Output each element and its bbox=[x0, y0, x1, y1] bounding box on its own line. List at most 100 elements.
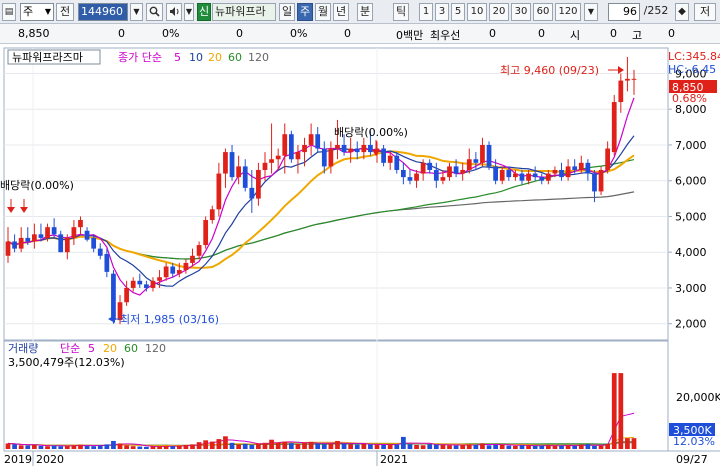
volume-bar bbox=[400, 436, 406, 449]
chart-area[interactable]: 9,000 8,000 7,000 6,000 5,000 4,000 3,000 2,000… bbox=[0, 44, 720, 467]
candle-body bbox=[163, 266, 169, 278]
period-day-tab[interactable]: 일 bbox=[279, 3, 295, 21]
stock-code-value: 144960 bbox=[81, 5, 123, 18]
period-minute-tab[interactable]: 분 bbox=[357, 3, 373, 21]
volume-bar bbox=[453, 445, 459, 449]
display-count-value: 96 bbox=[623, 5, 637, 18]
period-week-tab[interactable]: 주 bbox=[297, 3, 313, 21]
candle-body bbox=[453, 166, 459, 174]
period-year-tab[interactable]: 년 bbox=[333, 3, 349, 21]
candle-body bbox=[170, 266, 176, 274]
volume-bar bbox=[447, 445, 452, 449]
save-button[interactable]: 저 bbox=[694, 3, 716, 21]
stock-code-input[interactable]: 144960 bbox=[78, 3, 128, 21]
count-spinner[interactable]: ◆ bbox=[675, 3, 689, 21]
candle-body bbox=[433, 169, 439, 181]
interval-5-button[interactable]: 5 bbox=[451, 3, 465, 21]
price-change: 0 bbox=[118, 27, 125, 40]
candle-body bbox=[631, 78, 637, 80]
volume-ma60-label: 60 bbox=[124, 342, 138, 355]
price-change-pct: 0% bbox=[162, 27, 180, 40]
candle-body bbox=[315, 134, 321, 149]
chart-menu-icon[interactable]: ▤ bbox=[2, 3, 16, 21]
volume-bar bbox=[302, 442, 307, 449]
candle-body bbox=[341, 144, 347, 153]
volume-bar bbox=[394, 444, 400, 449]
hc-label: HC:-6.45 bbox=[668, 63, 716, 76]
chart-toolbar: ▤ 주 ▼ 전 144960 ▼ ▼ 신 뉴파워프라 일 주 월 년 분 틱 1 … bbox=[0, 0, 720, 24]
volume-bar bbox=[420, 445, 426, 449]
volume-bar bbox=[526, 445, 531, 449]
period-month-tab[interactable]: 월 bbox=[315, 3, 331, 21]
dividend-annotation-left: 배당락(0.00%) bbox=[0, 179, 74, 192]
current-price-badge-text: 8,850 bbox=[672, 81, 704, 94]
stock-title-box bbox=[7, 49, 101, 65]
volume-panel-frame bbox=[3, 340, 669, 452]
code-dropdown-button[interactable]: ▼ bbox=[130, 3, 143, 21]
interval-3-button[interactable]: 3 bbox=[435, 3, 449, 21]
stock-name-display: 뉴파워프라 bbox=[212, 3, 276, 21]
volume-bar bbox=[190, 444, 195, 449]
market-select[interactable]: 주 ▼ bbox=[20, 3, 54, 21]
volume-bar bbox=[361, 444, 367, 449]
volume-bar bbox=[545, 445, 551, 449]
candle-body bbox=[176, 270, 182, 274]
volume-current-badge bbox=[669, 423, 715, 436]
interval-120-button[interactable]: 120 bbox=[555, 3, 581, 21]
bid2-value: 0 bbox=[538, 27, 545, 40]
interval-20-button[interactable]: 20 bbox=[489, 3, 509, 21]
price-volume-chart[interactable]: 9,000 8,000 7,000 6,000 5,000 4,000 3,000 2,000… bbox=[0, 44, 720, 467]
volume-bar bbox=[519, 445, 525, 449]
volume-bar bbox=[493, 444, 498, 449]
candle-body bbox=[394, 155, 400, 170]
high-label: 고 bbox=[632, 29, 643, 42]
ma5-label: 5 bbox=[174, 51, 181, 64]
volume-bar bbox=[150, 446, 156, 449]
interval-1-button[interactable]: 1 bbox=[419, 3, 433, 21]
volume-bar bbox=[25, 445, 31, 449]
candle-body bbox=[150, 280, 156, 288]
candle-body bbox=[308, 134, 314, 145]
volume-bar bbox=[592, 445, 597, 449]
price-y-tick-label: 4,000 bbox=[675, 246, 707, 259]
candle-body bbox=[216, 173, 222, 210]
candle-body bbox=[348, 148, 354, 153]
candle-body bbox=[12, 241, 17, 249]
volume-bar bbox=[170, 446, 176, 449]
speaker-icon[interactable] bbox=[166, 3, 182, 21]
volume-bar bbox=[611, 373, 617, 449]
candle-body bbox=[45, 227, 50, 238]
candle-body bbox=[51, 227, 57, 235]
candle-body bbox=[104, 253, 110, 272]
candle-body bbox=[625, 78, 630, 81]
priority-label: 최우선 bbox=[430, 29, 461, 42]
candle-body bbox=[223, 152, 228, 174]
candle-body bbox=[236, 166, 242, 178]
interval-10-button[interactable]: 10 bbox=[467, 3, 487, 21]
volume-bar bbox=[414, 444, 419, 449]
candle-body bbox=[480, 144, 485, 163]
signal-badge[interactable]: 신 bbox=[197, 3, 211, 21]
volume-bar bbox=[480, 443, 485, 449]
volume-bar bbox=[157, 446, 162, 449]
interval-60-button[interactable]: 60 bbox=[533, 3, 553, 21]
high-annotation: 최고 9,460 (09/23) bbox=[500, 64, 599, 77]
candle-body bbox=[565, 166, 571, 178]
price-y-tick-label: 6,000 bbox=[675, 175, 707, 188]
candle-body bbox=[18, 237, 24, 249]
volume-bar bbox=[5, 443, 11, 449]
interval-30-button[interactable]: 30 bbox=[511, 3, 531, 21]
candle-body bbox=[552, 169, 558, 174]
interval-dropdown-button[interactable]: ▼ bbox=[584, 3, 598, 21]
prev-button[interactable]: 전 bbox=[56, 3, 74, 21]
sound-dropdown-button[interactable]: ▼ bbox=[184, 3, 194, 21]
volume-bar bbox=[328, 443, 334, 449]
volume-bar bbox=[282, 441, 288, 449]
search-icon[interactable] bbox=[146, 3, 163, 21]
candle-body bbox=[130, 280, 136, 288]
period-tick-tab[interactable]: 틱 bbox=[393, 3, 409, 21]
candle-body bbox=[598, 169, 604, 192]
volume-bar bbox=[196, 442, 202, 449]
display-count-input[interactable]: 96 bbox=[608, 3, 640, 21]
volume-ma120-label: 120 bbox=[145, 342, 166, 355]
